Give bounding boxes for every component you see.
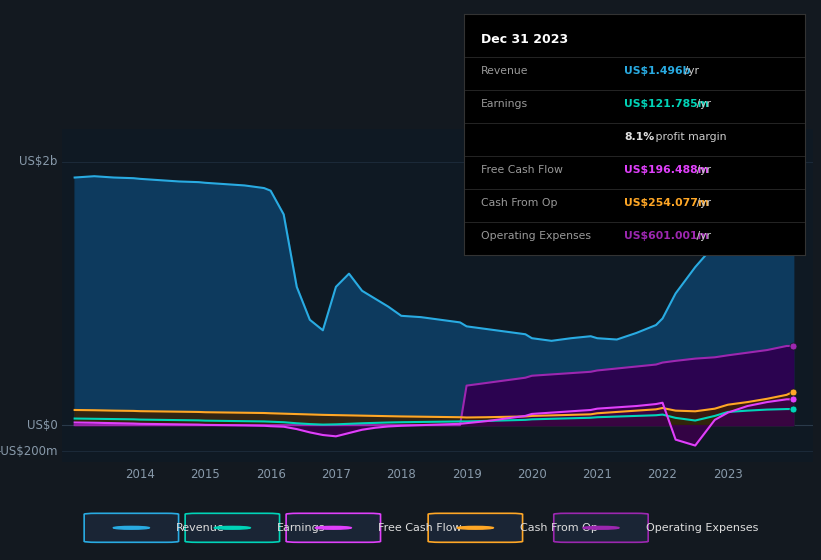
Circle shape	[214, 526, 250, 529]
Circle shape	[113, 526, 149, 529]
Text: Cash From Op: Cash From Op	[521, 523, 598, 533]
Text: US$1.496b: US$1.496b	[624, 66, 690, 76]
Text: /yr: /yr	[693, 99, 711, 109]
Text: Dec 31 2023: Dec 31 2023	[481, 33, 568, 46]
Circle shape	[457, 526, 493, 529]
FancyBboxPatch shape	[186, 514, 279, 542]
Text: /yr: /yr	[693, 231, 711, 241]
Text: US$0: US$0	[27, 419, 57, 432]
Text: US$121.785m: US$121.785m	[624, 99, 709, 109]
Text: 8.1%: 8.1%	[624, 132, 654, 142]
Circle shape	[315, 526, 351, 529]
Text: profit margin: profit margin	[652, 132, 727, 142]
Text: Operating Expenses: Operating Expenses	[481, 231, 591, 241]
Text: Operating Expenses: Operating Expenses	[646, 523, 758, 533]
Text: Cash From Op: Cash From Op	[481, 198, 557, 208]
Text: Earnings: Earnings	[481, 99, 528, 109]
Text: US$196.488m: US$196.488m	[624, 165, 709, 175]
Text: Earnings: Earnings	[277, 523, 326, 533]
Text: Free Cash Flow: Free Cash Flow	[378, 523, 461, 533]
FancyBboxPatch shape	[84, 514, 179, 542]
Text: /yr: /yr	[693, 165, 711, 175]
Text: -US$200m: -US$200m	[0, 445, 57, 458]
FancyBboxPatch shape	[287, 514, 380, 542]
Text: /yr: /yr	[681, 66, 699, 76]
FancyBboxPatch shape	[429, 514, 522, 542]
Text: /yr: /yr	[693, 198, 711, 208]
FancyBboxPatch shape	[554, 514, 649, 542]
Text: Revenue: Revenue	[177, 523, 225, 533]
Circle shape	[583, 526, 619, 529]
Text: US$601.001m: US$601.001m	[624, 231, 709, 241]
Text: US$2b: US$2b	[20, 155, 57, 168]
Text: Free Cash Flow: Free Cash Flow	[481, 165, 562, 175]
Text: Revenue: Revenue	[481, 66, 529, 76]
Text: US$254.077m: US$254.077m	[624, 198, 709, 208]
